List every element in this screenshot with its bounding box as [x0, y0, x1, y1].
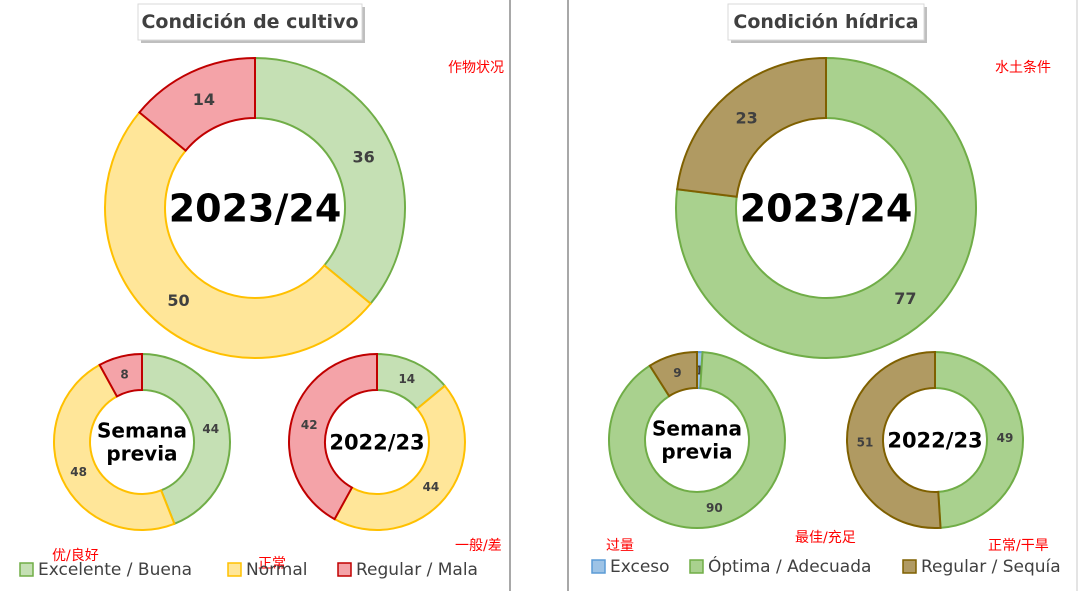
panel-1-donut-1-center-label-1: previa [661, 440, 732, 464]
legend-0-0-swatch [19, 562, 34, 577]
panel-1-donut-0: 77 23 2023/24 [675, 56, 977, 359]
panel-1-donut-0-center-label-0: 2023/24 [740, 187, 913, 231]
panel-1-donut-1-slice-2-label: 9 [673, 366, 681, 380]
legend-0-0-label: Excelente / Buena [38, 560, 192, 580]
panel-0-donut-0-slice-1 [104, 110, 372, 359]
legend-1-1-annotation: 最佳/充足 [795, 530, 856, 546]
panel-1-donut-0-slice-1 [675, 56, 977, 359]
panel-0-donut-2-slice-2-label: 42 [301, 418, 318, 432]
legend-0-0-annotation: 优/良好 [52, 548, 99, 564]
panel-0-donut-0-slice-1-label: 50 [167, 291, 189, 310]
panel-0-donut-0-center-label-0: 2023/24 [169, 187, 342, 231]
panel-0-donut-2-slice-1-label: 44 [423, 480, 440, 494]
legend-0-2-swatch [337, 562, 352, 577]
panel-0-donut-0-slice-2-label: 14 [193, 90, 215, 109]
panel-1-title: Condición hídrica [727, 3, 927, 43]
panel-1-title-box [727, 3, 925, 41]
panel-1-donut-2-slice-1-label: 49 [997, 431, 1014, 445]
panel-0-donut-1-slice-2 [98, 352, 143, 398]
panel-1-title-text: Condición hídrica [733, 11, 918, 33]
panel-0-donut-1-slice-0-label: 44 [202, 422, 219, 436]
legend-1-0-label: Exceso [610, 557, 670, 577]
panel-1-title-annotation: 水土条件 [995, 59, 1051, 76]
legend-1-0-swatch [591, 559, 606, 574]
panel-1-donut-1-center-label-0: Semana [652, 417, 742, 441]
panel-1-donut-1-slice-1-label: 90 [706, 501, 723, 515]
panel-0-donut-2: 14 44 42 2022/23 [288, 352, 466, 531]
panel-0-donut-0-slice-0-label: 36 [352, 148, 374, 167]
panel-1-donut-0-slice-1-label: 77 [894, 289, 916, 308]
panel-1-donut-2-center-label-0: 2022/23 [887, 429, 982, 453]
panel-0-donut-2-slice-1 [333, 384, 466, 531]
panel-0-title: Condición de cultivo [137, 3, 365, 43]
legend-1-1-label: Óptima / Adecuada [708, 555, 871, 577]
panel-1-donut-2-slice-2 [846, 350, 942, 529]
legend-0-1-swatch [227, 562, 242, 577]
panel-1-donut-2-slice-2-label: 51 [857, 436, 874, 450]
legend-0-1-label: Normal [246, 560, 308, 580]
panel-1-donut-0-slice-2-label: 23 [736, 109, 758, 128]
panel-1-donut-2: 49 51 2022/23 [846, 350, 1024, 529]
panel-1-donut-1-slice-2 [648, 350, 698, 398]
panel-0-donut-1-slice-1 [53, 363, 176, 531]
panel-1-donut-1-slice-1 [608, 351, 786, 529]
panel-0-donut-2-slice-0-label: 14 [398, 372, 415, 386]
panel-0-donut-0-slice-2 [138, 56, 256, 153]
panel-0-donut-0: 36 50 14 2023/24 [104, 56, 406, 359]
donut-charts: 3650142023/2444488Semanaprevia1444422022… [53, 56, 1024, 531]
legend-1-2-label: Regular / Sequía [921, 557, 1061, 577]
panel-0-donut-1-center-label-0: Semana [97, 419, 187, 443]
legend-1-2-swatch [902, 559, 917, 574]
panel-1-donut-1-slice-0-label: 1 [695, 363, 703, 377]
panel-0-donut-1-slice-2-label: 8 [120, 368, 128, 382]
legend-0-2-annotation: 一般/差 [455, 538, 502, 554]
legends: Excelente / Buena Normal Regular / Mala Exc… [19, 555, 1061, 580]
legend-0-1-annotation: 正常 [258, 556, 286, 572]
legend-0-2-label: Regular / Mala [356, 560, 478, 580]
panel-0-donut-2-center-label-0: 2022/23 [329, 431, 424, 455]
panel-1-donut-2-slice-1 [934, 350, 1024, 529]
panel-0-title-annotation: 作物状况 [448, 60, 504, 76]
panel-0-donut-0-slice-0 [254, 56, 406, 306]
panel-0-donut-2-slice-2 [288, 352, 378, 521]
panel-1-donut-0-slice-2 [676, 56, 827, 198]
panel-0-donut-1-center-label-1: previa [106, 442, 177, 466]
panel-0-title-text: Condición de cultivo [141, 11, 358, 33]
legend-1-1-swatch [689, 559, 704, 574]
panel-0-title-box [137, 3, 363, 41]
legend-1-0-annotation: 过量 [606, 538, 634, 554]
legend-1-2-annotation: 正常/干旱 [988, 538, 1049, 554]
panel-0-donut-1-slice-0 [141, 352, 231, 526]
panel-0-donut-1-slice-1-label: 48 [70, 465, 87, 479]
